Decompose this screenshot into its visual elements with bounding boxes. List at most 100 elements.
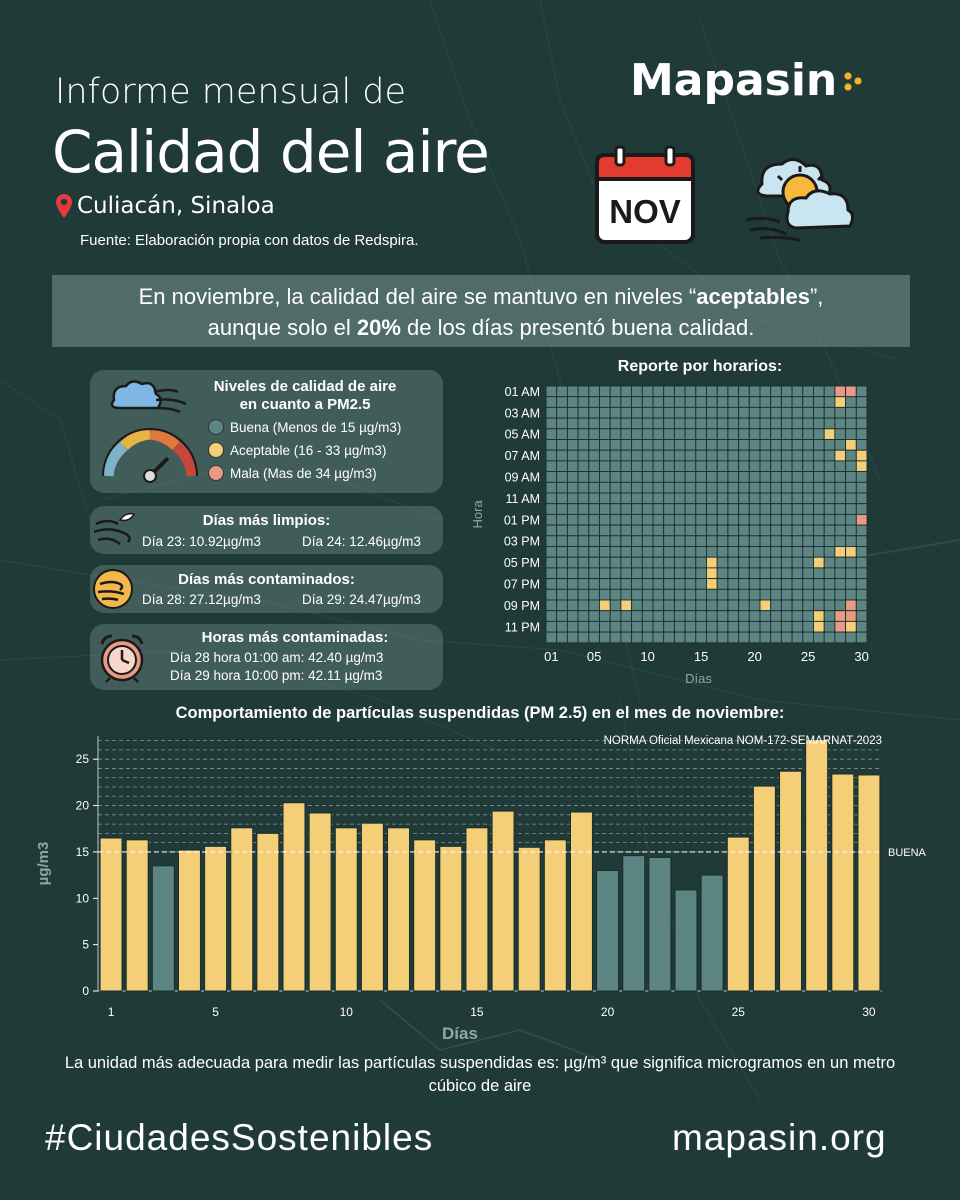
heatmap-x-tick: 30 [854,649,868,664]
heatmap-cell [706,556,718,569]
heatmap-cell [855,578,868,590]
heatmap-cell [770,492,782,505]
heatmap-cell [780,406,793,419]
heatmap-cell [609,385,622,398]
heatmap-cell [823,578,836,590]
calendar-label: NOV [609,193,681,230]
heatmap-cell [802,417,814,430]
heatmap-cell [673,460,686,473]
heatmap-cell [823,460,836,473]
bar-day-15 [465,827,489,992]
heatmap-cell [588,417,600,430]
heatmap-cell [641,428,654,440]
heatmap-cell [556,620,568,633]
heatmap-cell [545,513,558,526]
sun-cloud-icon [740,150,858,246]
heatmap-cell [652,396,665,408]
heatmap-cell [802,385,814,398]
heatmap-cell [545,578,558,590]
heatmap-cell [845,524,857,537]
heatmap-cell [673,385,686,398]
heatmap-cell [566,631,579,644]
levels-legend: Buena (Menos de 15 µg/m3) Aceptable (16 … [208,419,401,481]
heatmap-cell [706,439,718,451]
heatmap-x-tick: 20 [747,649,761,664]
heatmap-y-label: Hora [470,500,485,529]
heatmap-cell [577,599,590,612]
heatmap-cell [620,513,633,526]
heatmap-cell [641,620,654,633]
heatmap-cell [834,428,847,440]
heatmap-cell [588,599,600,612]
heatmap-cell [780,610,793,622]
heatmap-y-tick: 09 PM [504,599,540,613]
heatmap-cell [706,385,718,398]
heatmap-cell [802,396,814,408]
heatmap-cell [791,535,804,547]
heatmap-cell [823,610,836,622]
heatmap-cell [577,620,590,633]
heatmap-cell [845,492,857,505]
heatmap-cell [716,631,729,644]
heatmap-cell [855,406,868,419]
heatmap-cell [802,439,814,451]
heatmap-cell [770,620,782,633]
heatmap-cell [780,481,793,494]
heatmap-cell [631,567,643,580]
heatmap-cell [577,556,590,569]
heatmap-cell [813,556,825,569]
heatmap-cell [813,535,825,547]
heatmap-cell [566,396,579,408]
heatmap-cell [545,449,558,462]
heatmap-cell [727,588,740,601]
heatmap-cell [813,599,825,612]
heatmap-cell [738,439,750,451]
heatmap-cell [641,460,654,473]
wind-leaf-icon [93,512,136,546]
heatmap-cell [663,610,675,622]
heatmap-cell [834,599,847,612]
heatmap-cell [599,460,611,473]
website-link[interactable]: mapasin.org [672,1117,887,1158]
heatmap-cell [588,460,600,473]
bar-x-tick: 1 [108,1005,115,1019]
heatmap-cell [577,610,590,622]
heatmap-cell [823,406,836,419]
heatmap-cell [695,610,707,622]
bar-day-13 [413,839,437,992]
heatmap-cell [738,396,750,408]
heatmap-cell [802,513,814,526]
heatmap-cell [845,578,857,590]
heatmap-cell [620,535,633,547]
heatmap-cell [641,535,654,547]
bar-chart-title: Comportamiento de partículas suspendidas… [175,704,785,722]
heatmap-cell [577,513,590,526]
heatmap-cell [834,535,847,547]
bar-day-20 [596,869,620,992]
heatmap-cell [695,620,707,633]
heatmap-cell [716,471,729,483]
heatmap-cell [834,396,847,408]
heatmap-cell [663,385,675,398]
heatmap-cell [566,503,579,515]
heatmap-cell [780,620,793,633]
heatmap-cell [641,449,654,462]
heatmap-cell [599,385,611,398]
legend-dot-good [208,419,224,435]
heatmap-cell [802,588,814,601]
heatmap-cell [566,567,579,580]
heatmap-cell [759,535,772,547]
summary-highlight: aceptables [696,284,810,309]
heatmap-cell [780,503,793,515]
heatmap-cell [631,460,643,473]
heatmap-cell [823,567,836,580]
heatmap-cell [577,460,590,473]
heatmap-cell [855,396,868,408]
heatmap-cell [641,599,654,612]
heatmap-cell [588,471,600,483]
heatmap-cell [545,492,558,505]
heatmap-cell [855,471,868,483]
legend-dot-bad [208,465,224,481]
heatmap-cell [545,546,558,558]
heatmap-cell [727,546,740,558]
